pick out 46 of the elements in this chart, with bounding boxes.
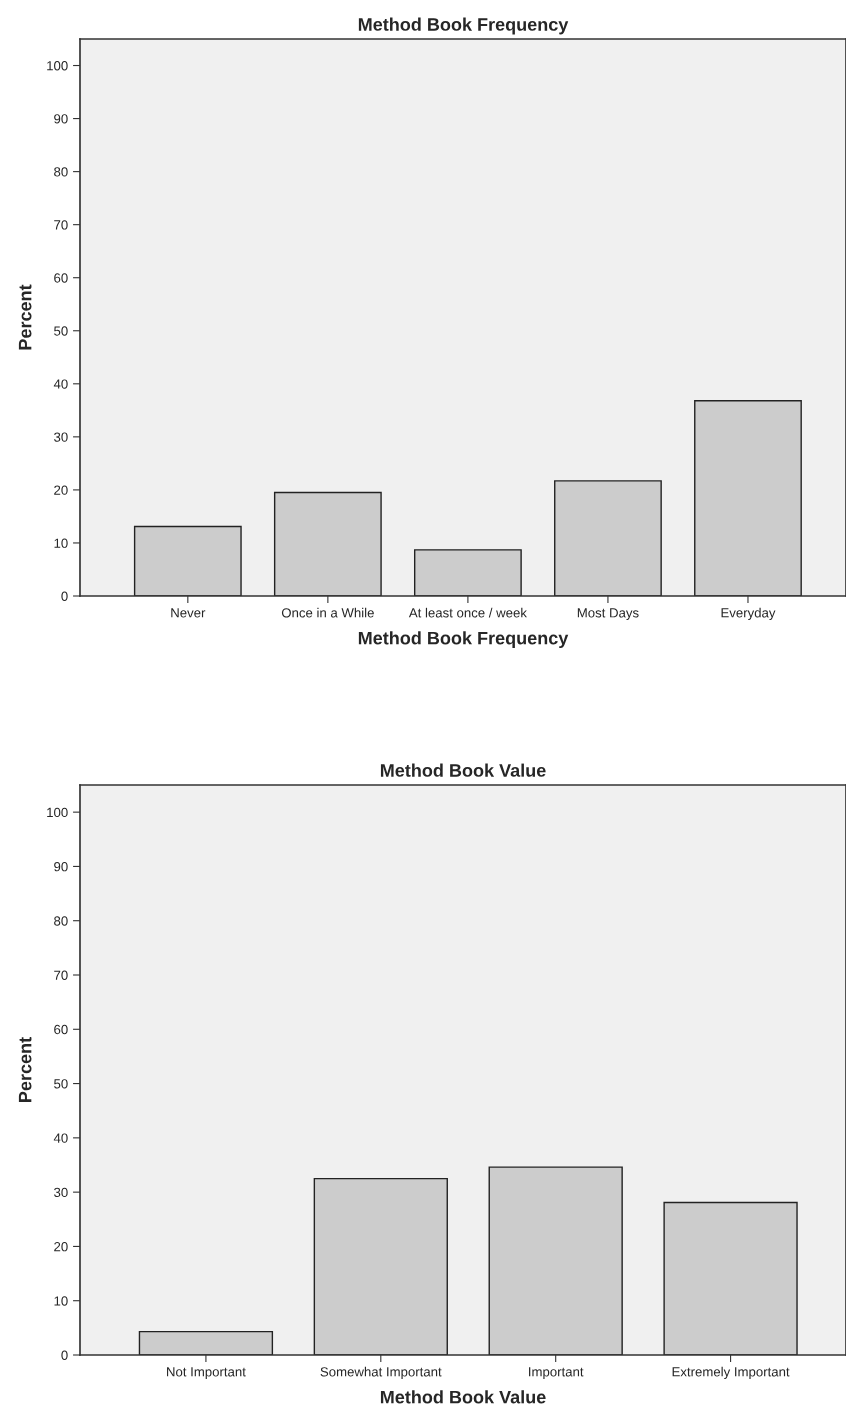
x-tick-label: Once in a While	[281, 607, 374, 618]
y-tick-label: 20	[54, 1242, 68, 1252]
x-axis-title: Method Book Frequency	[358, 631, 569, 649]
y-tick-label: 40	[53, 379, 68, 389]
y-tick-label: 100	[47, 807, 68, 818]
y-tick-label: 60	[54, 273, 68, 283]
y-tick-label: 50	[54, 1079, 68, 1089]
y-tick-label: 100	[47, 61, 68, 71]
y-axis-title: Percent	[18, 284, 32, 350]
y-tick-label: 10	[54, 538, 68, 548]
y-tick-label: 70	[54, 220, 68, 230]
chart-title: Method Book Frequency	[358, 17, 569, 35]
x-tick-label: Somewhat Important	[320, 1366, 442, 1380]
bar	[694, 400, 802, 596]
y-tick-label: 30	[54, 432, 68, 442]
y-tick-label: 70	[54, 970, 68, 980]
bar	[554, 480, 662, 596]
x-axis-title: Method Book Value	[380, 1390, 546, 1404]
y-tick-label: 80	[54, 916, 68, 926]
bar	[313, 1177, 448, 1355]
y-tick-label: 90	[54, 114, 68, 124]
chart-title: Method Book Value	[380, 763, 546, 777]
bar	[488, 1166, 623, 1355]
x-tick-label: At least once / week	[408, 607, 527, 618]
y-tick-label: 40	[53, 1133, 68, 1143]
y-tick-label: 0	[61, 591, 68, 601]
bar	[663, 1201, 798, 1355]
y-tick-label: 50	[54, 326, 68, 336]
x-tick-label: Everyday	[721, 607, 776, 621]
x-tick-label: Extremely Important	[672, 1366, 790, 1380]
y-axis-title: Percent	[18, 1037, 32, 1102]
x-tick-label: Never	[171, 608, 206, 618]
y-tick-label: 90	[54, 862, 68, 872]
bar	[133, 525, 242, 596]
y-tick-label: 60	[54, 1024, 68, 1035]
bar	[138, 1330, 274, 1355]
y-tick-label: 20	[54, 485, 68, 495]
x-tick-label: Important	[529, 1367, 584, 1380]
y-tick-label: 10	[54, 1296, 68, 1306]
x-tick-label: Not Important	[167, 1367, 246, 1380]
bar	[273, 491, 382, 596]
y-tick-label: 30	[54, 1187, 68, 1198]
bar	[413, 549, 522, 596]
y-tick-label: 0	[61, 1350, 68, 1360]
y-tick-label: 80	[54, 167, 68, 177]
x-tick-label: Most Days	[577, 608, 639, 621]
